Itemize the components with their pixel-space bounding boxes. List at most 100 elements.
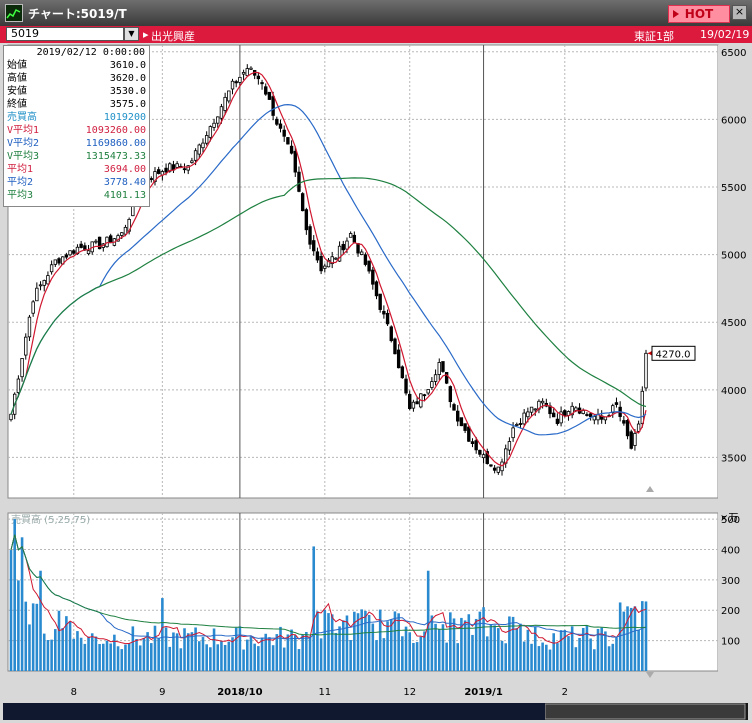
volume-ma1-line [10,534,647,645]
volume-bar [323,609,327,671]
info-date: 2019/02/12 0:00:00 [36,47,145,58]
candle-body [374,281,379,297]
candle-body [27,316,32,338]
volume-bar [308,636,312,671]
volume-bar [345,615,349,671]
volume-bar [149,643,153,671]
candle-body [581,410,585,414]
candle-body [86,250,91,255]
volume-bar [430,615,434,671]
candle-body [356,243,360,254]
hot-label: HOT [684,7,714,21]
volume-bar [545,644,548,671]
ma2-line [10,103,647,436]
candle-body [197,144,201,155]
hot-button[interactable]: HOT [668,5,730,23]
volume-bar [589,638,592,671]
volume-bar [268,637,271,671]
candle-body [46,275,50,285]
volume-bar [172,632,175,671]
volume-bar [478,611,482,671]
candle-body [153,171,157,183]
candle-body [345,240,349,250]
scrollbar-thumb [544,703,746,720]
info-row: 平均2 3778.40 [4,176,149,189]
volume-bar [61,628,64,671]
candle-body [622,420,626,424]
volume-bar [305,631,308,671]
x-tick-label: 9 [159,687,165,698]
candle-body [426,389,430,394]
candle-body [108,235,113,244]
candle-body [156,169,161,174]
candle-body [585,414,589,416]
volume-bar [607,646,611,671]
candle-body [238,76,242,83]
candle-body [400,366,405,379]
candle-body [72,250,76,254]
volume-ma3-line [10,534,647,636]
volume-bar [183,628,186,671]
volume-bar [9,550,13,671]
scroll-down-arrow-icon [646,672,654,678]
info-value: 3620.0 [109,73,146,84]
volume-bar [249,636,253,671]
volume-bar [65,616,68,671]
price-chart[interactable]: 3500 4000 4500 5000 5500 6000 6500 8 9 2018/10 11 1… [0,43,752,723]
info-value: 1315473.33 [85,151,146,162]
candle-body [35,287,39,302]
info-rows: 始値 3610.0 高値 3620.0 安値 3530.0 終値 3575.0 売買高 10192… [4,59,149,202]
info-label: 安値 [7,86,27,97]
candle-body [319,255,323,272]
candle-body [182,168,187,171]
candle-body [68,250,72,256]
candle-body [360,251,364,255]
info-row: 売買高 1019200 [4,111,149,124]
volume-bar [312,546,316,671]
info-label: 始値 [7,60,27,71]
chevron-down-icon[interactable]: ▼ [124,27,139,41]
candle-body [241,72,246,75]
scrollbar-history [3,703,545,720]
volume-bar [629,607,633,671]
volume-bar [238,626,242,671]
volume-bar [46,640,50,671]
candle-body [522,412,526,425]
candle-body [389,326,393,342]
volume-bar [142,638,146,671]
x-tick-label: 2018/10 [217,687,262,698]
company-name: 出光興産 [151,30,195,43]
volume-bar [434,623,437,671]
volume-bar [426,570,430,671]
volume-bar [245,639,249,671]
volume-bar [87,636,90,671]
current-date: 19/02/19 [700,28,750,41]
price-tick-label: 4500 [721,318,746,329]
volume-bar [279,626,282,671]
candle-body [105,236,109,248]
candle-body [382,310,386,315]
candle-body [452,404,456,411]
candle-body [341,244,345,251]
volume-bar [641,601,644,671]
volume-bar [282,647,286,671]
window-title: チャート:5019/T [28,7,127,21]
volume-bar [105,640,109,671]
candle-body [611,405,615,414]
candle-body [640,390,645,424]
info-label: 平均2 [7,177,34,188]
info-label: V平均2 [7,138,40,149]
stock-code-input[interactable]: 5019 [6,27,124,41]
candle-body [216,116,220,124]
candle-body [644,352,648,389]
volume-bar [382,638,386,671]
play-triangle-icon [673,10,679,18]
volume-bar [124,644,127,671]
volume-bar [618,602,622,671]
close-button[interactable]: × [732,5,747,20]
price-tick-label: 3500 [721,453,746,464]
candle-body [371,269,375,285]
volume-bar [489,624,493,671]
candle-body [459,417,464,427]
price-tick-label: 5000 [721,251,746,262]
